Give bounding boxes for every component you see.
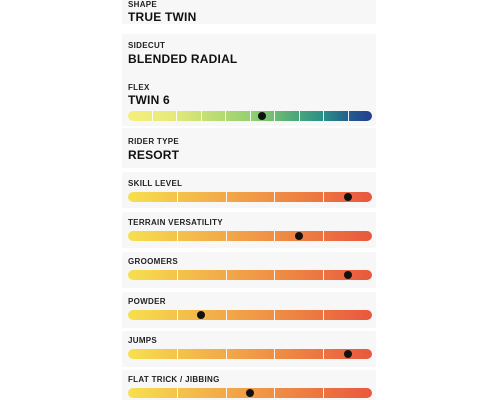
sidecut-label: SIDECUT xyxy=(128,41,166,50)
powder-label: POWDER xyxy=(128,297,166,306)
jumps-marker xyxy=(343,350,352,358)
powder-marker xyxy=(197,311,206,319)
meter-divider xyxy=(177,270,178,280)
flex-meter-divider xyxy=(323,111,324,121)
jumps-label: JUMPS xyxy=(128,336,158,345)
meter-divider xyxy=(177,349,178,359)
flex-meter-divider xyxy=(225,111,226,121)
meter-divider xyxy=(274,270,275,280)
meter-divider xyxy=(177,231,178,241)
terrain-versatility-label: TERRAIN VERSATILITY xyxy=(128,218,223,227)
meter-divider xyxy=(274,349,275,359)
meter-divider xyxy=(226,349,227,359)
shape-label: SHAPE xyxy=(128,0,158,9)
flex-meter-divider xyxy=(152,111,153,121)
meter-divider xyxy=(274,388,275,398)
meter-divider xyxy=(323,349,324,359)
meter-divider xyxy=(226,192,227,202)
terrain-versatility-marker xyxy=(294,232,303,240)
flex-meter-divider xyxy=(299,111,300,121)
meter-divider xyxy=(274,192,275,202)
groomers-meter xyxy=(128,270,372,280)
rider-type-card xyxy=(122,128,376,168)
skill-level-marker xyxy=(343,193,352,201)
skill-level-meter xyxy=(128,192,372,202)
flex-meter-divider xyxy=(274,111,275,121)
powder-meter xyxy=(128,310,372,320)
rider-type-label: RIDER TYPE xyxy=(128,137,180,146)
sidecut-card xyxy=(122,34,376,78)
sidecut-value: BLENDED RADIAL xyxy=(128,52,238,66)
meter-divider xyxy=(323,192,324,202)
meter-divider xyxy=(274,310,275,320)
meter-divider xyxy=(226,388,227,398)
meter-divider xyxy=(323,270,324,280)
skill-level-label: SKILL LEVEL xyxy=(128,179,183,188)
flex-value: TWIN 6 xyxy=(128,93,170,107)
skill-level-card xyxy=(122,172,376,208)
flat-trick-marker xyxy=(246,389,254,397)
meter-divider xyxy=(177,310,178,320)
groomers-marker xyxy=(343,271,352,279)
terrain-versatility-card xyxy=(122,212,376,248)
flat-trick-meter xyxy=(128,388,372,398)
jumps-meter xyxy=(128,349,372,359)
meter-divider xyxy=(177,388,178,398)
meter-divider xyxy=(323,310,324,320)
meter-divider xyxy=(226,310,227,320)
flex-label: FLEX xyxy=(128,83,150,92)
meter-divider xyxy=(323,388,324,398)
flex-meter-divider xyxy=(201,111,202,121)
flex-marker xyxy=(258,112,267,120)
flex-meter-divider xyxy=(176,111,177,121)
meter-divider xyxy=(323,231,324,241)
rider-type-value: RESORT xyxy=(128,148,180,162)
flex-meter xyxy=(128,111,372,121)
terrain-versatility-meter xyxy=(128,231,372,241)
groomers-label: GROOMERS xyxy=(128,257,178,266)
meter-divider xyxy=(274,231,275,241)
meter-divider xyxy=(226,270,227,280)
flex-meter-divider xyxy=(348,111,349,121)
shape-value: TRUE TWIN xyxy=(128,10,197,24)
shape-card xyxy=(122,0,376,24)
meter-divider xyxy=(177,192,178,202)
meter-divider xyxy=(226,231,227,241)
flat-trick-label: FLAT TRICK / JIBBING xyxy=(128,375,220,384)
flex-meter-divider xyxy=(250,111,251,121)
